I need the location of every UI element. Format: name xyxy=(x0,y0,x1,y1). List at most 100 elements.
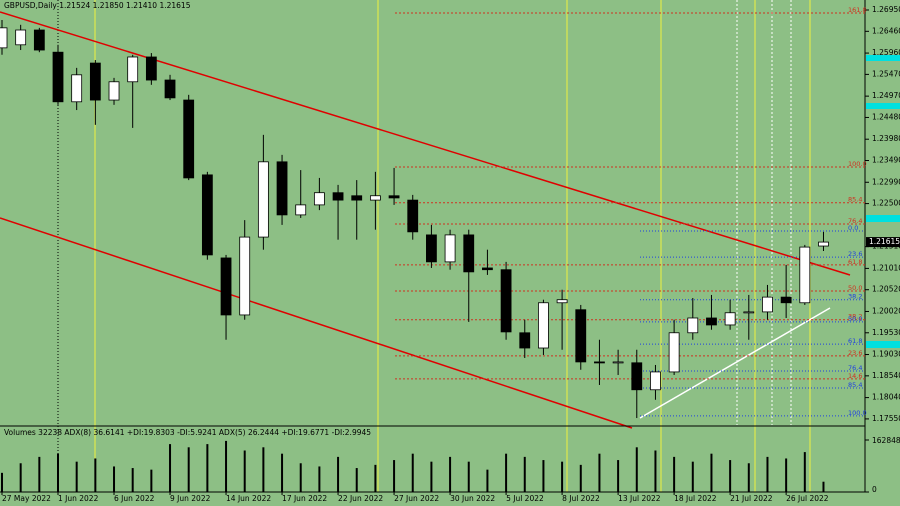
y-tick-label: 1.19530 xyxy=(872,328,900,337)
y-tick-label: 1.22500 xyxy=(872,199,900,208)
fib-label: 85.4 xyxy=(848,381,862,389)
y-tick-label: 1.20020 xyxy=(872,306,900,315)
candle-body xyxy=(220,257,232,316)
y-tick-label: 1.19030 xyxy=(872,350,900,359)
level-box xyxy=(866,55,900,61)
candle-body xyxy=(332,192,344,201)
y-tick-label: 1.25470 xyxy=(872,69,900,78)
y-tick-label: 1.24480 xyxy=(872,112,900,121)
candle-body xyxy=(145,56,157,81)
candle-body xyxy=(89,62,101,101)
candle-body xyxy=(612,361,624,364)
candle-body xyxy=(407,199,419,233)
candle-body xyxy=(108,81,120,101)
candle-body xyxy=(15,29,27,46)
x-tick-label: 26 Jul 2022 xyxy=(786,494,829,503)
price-box xyxy=(866,237,900,248)
level-box xyxy=(866,215,900,222)
candle-body xyxy=(668,332,680,373)
candle-body xyxy=(594,361,605,364)
x-tick-label: 17 Jun 2022 xyxy=(282,494,327,503)
fib-label: 76.4 xyxy=(848,364,862,372)
candle-body xyxy=(351,195,363,201)
candle-body xyxy=(482,267,493,271)
x-tick-label: 6 Jun 2022 xyxy=(114,494,155,503)
trend-line xyxy=(0,217,633,429)
trend-line xyxy=(0,11,851,276)
candle-body xyxy=(257,161,269,238)
x-tick-label: 27 May 2022 xyxy=(2,494,51,503)
y-tick-label: 1.20520 xyxy=(872,285,900,294)
fib-label: 100.0 xyxy=(848,160,867,168)
candle-body xyxy=(33,29,45,51)
y-tick-label: 1.18040 xyxy=(872,393,900,402)
x-tick-label: 8 Jul 2022 xyxy=(562,494,600,503)
x-tick-label: 30 Jun 2022 xyxy=(450,494,495,503)
candle-body xyxy=(706,317,717,326)
x-tick-label: 1 Jun 2022 xyxy=(58,494,99,503)
y-tick-label: 1.21010 xyxy=(872,263,900,272)
candle-body xyxy=(818,241,829,247)
volume-tick-label: 0 xyxy=(872,485,877,494)
candle-body xyxy=(780,296,792,304)
fib-label: 50.0 xyxy=(848,284,862,292)
candle-body xyxy=(463,234,475,273)
candle-body xyxy=(538,302,549,349)
x-tick-label: 22 Jun 2022 xyxy=(338,494,383,503)
x-tick-label: 13 Jul 2022 xyxy=(618,494,661,503)
fib-label: 85.4 xyxy=(848,196,862,204)
fib-label: 61.8 xyxy=(848,337,862,345)
x-tick-label: 27 Jun 2022 xyxy=(394,494,439,503)
candle-body xyxy=(164,79,176,99)
candle-body xyxy=(313,192,325,206)
candle-body xyxy=(650,371,661,391)
candle-body xyxy=(127,56,139,83)
y-tick-label: 1.25960 xyxy=(872,48,900,57)
y-tick-label: 1.26460 xyxy=(872,26,900,35)
fib-label: 38.2 xyxy=(848,313,862,321)
candle-body xyxy=(444,234,456,263)
candle-body xyxy=(426,234,437,263)
candle-body xyxy=(519,332,531,349)
fib-label: 38.2 xyxy=(848,293,862,301)
level-box xyxy=(866,103,900,109)
current-price: 1.21615 xyxy=(869,237,900,246)
volume-label: Volumes 32238 ADX(8) 36.6141 +DI:19.8303… xyxy=(4,428,371,437)
fib-label: 50.0 xyxy=(848,315,862,323)
candle-body xyxy=(295,204,307,216)
fib-label: 100.0 xyxy=(848,409,867,417)
candle-body xyxy=(52,51,64,103)
fib-label: 0.0 xyxy=(848,224,858,232)
candle-body xyxy=(71,74,83,103)
candle-body xyxy=(799,246,811,304)
fib-label: 23.6 xyxy=(848,349,862,357)
candle-body xyxy=(500,269,512,333)
candle-body xyxy=(276,161,288,216)
candle-body xyxy=(724,312,736,326)
y-tick-label: 1.18540 xyxy=(872,371,900,380)
chart-title: GBPUSD,Daily 1.21524 1.21850 1.21410 1.2… xyxy=(4,1,191,10)
candle-body xyxy=(556,299,568,304)
candle-body xyxy=(239,236,251,316)
y-tick-label: 1.26950 xyxy=(872,5,900,14)
x-tick-label: 9 Jun 2022 xyxy=(170,494,211,503)
y-tick-label: 1.23980 xyxy=(872,134,900,143)
y-tick-label: 1.22990 xyxy=(872,177,900,186)
y-tick-label: 1.17550 xyxy=(872,414,900,423)
candle-body xyxy=(183,99,195,179)
candle-body xyxy=(201,174,213,256)
fib-label: 161.8 xyxy=(848,6,867,14)
fib-label: 61.8 xyxy=(848,258,862,266)
candle-body xyxy=(0,27,8,49)
x-tick-label: 18 Jul 2022 xyxy=(674,494,717,503)
candle-body xyxy=(687,317,699,334)
volume-tick-label: 162848 xyxy=(872,436,900,445)
y-tick-label: 1.23490 xyxy=(872,156,900,165)
fib-label: 76.4 xyxy=(848,217,862,225)
support-line xyxy=(639,307,831,419)
candle-body xyxy=(388,195,400,199)
y-tick-label: 1.24970 xyxy=(872,91,900,100)
x-tick-label: 21 Jul 2022 xyxy=(730,494,773,503)
candle-body xyxy=(575,309,587,363)
